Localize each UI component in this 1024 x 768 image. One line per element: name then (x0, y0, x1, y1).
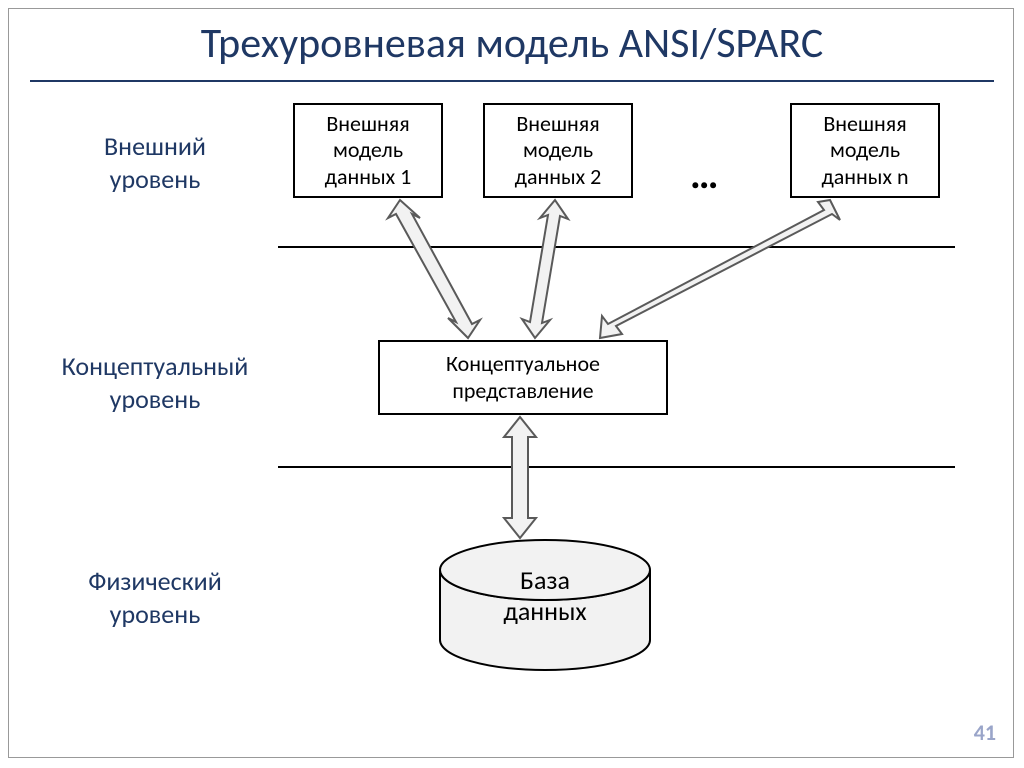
ellipsis: … (690, 150, 724, 199)
box-external-model-2: Внешняямодельданных 2 (483, 103, 633, 198)
level-label-physical: Физическийуровень (60, 565, 250, 630)
box-external-model-n: Внешняямодельданных n (790, 103, 940, 198)
level-label-conceptual: Концептуальныйуровень (40, 350, 270, 415)
title-underline (30, 80, 994, 82)
database-label: Базаданных (440, 565, 650, 627)
divider-2 (278, 466, 955, 468)
divider-1 (278, 246, 955, 248)
level-label-external: Внешнийуровень (70, 130, 240, 195)
page-number: 41 (974, 719, 996, 746)
slide-title: Трехуровневая модель ANSI/SPARC (0, 18, 1024, 69)
box-conceptual: Концептуальноепредставление (378, 340, 668, 415)
box-external-model-1: Внешняямодельданных 1 (293, 103, 443, 198)
